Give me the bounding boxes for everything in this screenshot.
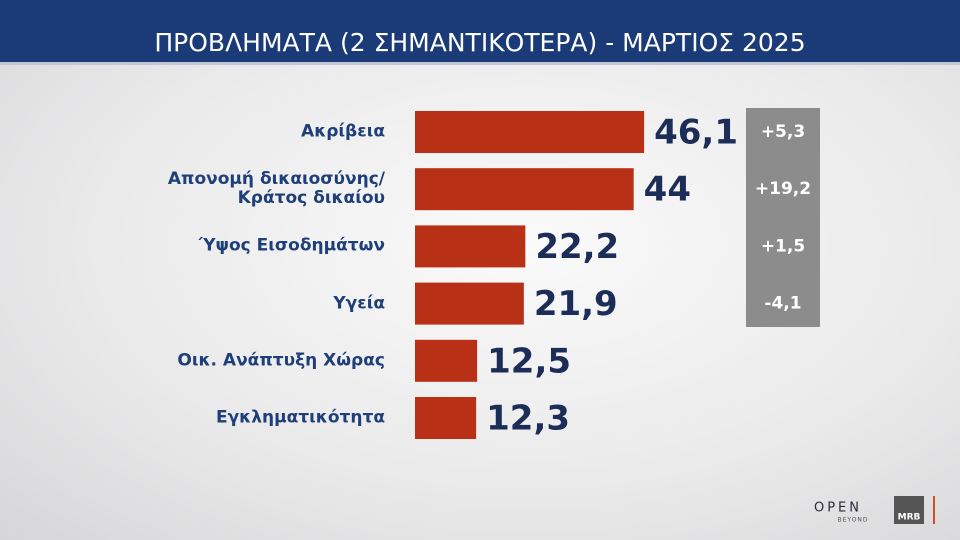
value-label: 44	[644, 170, 691, 210]
value-label: 21,9	[534, 284, 618, 324]
logo-mrb: MRB	[898, 513, 921, 523]
bar	[415, 225, 526, 268]
category-label: Οικ. Ανάπτυξη Χώρας	[177, 350, 385, 371]
title-rule	[0, 62, 960, 65]
category-label: Ύψος Εισοδημάτων	[198, 235, 385, 256]
change-label: +5,3	[761, 122, 805, 142]
logo-mrb-box	[894, 496, 924, 524]
category-label: Υγεία	[333, 293, 385, 314]
value-label: 12,3	[486, 399, 570, 439]
bar	[415, 111, 645, 153]
category-label: Ακρίβεια	[301, 121, 385, 142]
value-label: 22,2	[535, 227, 619, 267]
value-label: 12,5	[487, 341, 571, 381]
logo-rule	[933, 496, 935, 524]
category-label: Εγκληματικότητα	[215, 407, 385, 428]
bar	[415, 168, 634, 211]
bar	[415, 282, 524, 325]
bar	[415, 397, 477, 439]
change-label: -4,1	[764, 294, 801, 314]
chart-title: ΠΡΟΒΛΗΜΑΤΑ (2 ΣΗΜΑΝΤΙΚΟΤΕΡΑ) - ΜΑΡΤΙΟΣ 2…	[154, 28, 805, 57]
value-label: 46,1	[654, 113, 738, 153]
title-bar	[0, 0, 960, 62]
change-label: +1,5	[761, 236, 805, 256]
change-label: +19,2	[755, 179, 811, 199]
logo-beyond: BEYOND	[837, 517, 868, 524]
bar	[415, 339, 478, 382]
category-label: Απονομή δικαιοσύνης/ Κράτος δικαίου	[167, 169, 385, 209]
logo-open: OPEN	[814, 501, 862, 516]
change-panel	[746, 108, 820, 327]
